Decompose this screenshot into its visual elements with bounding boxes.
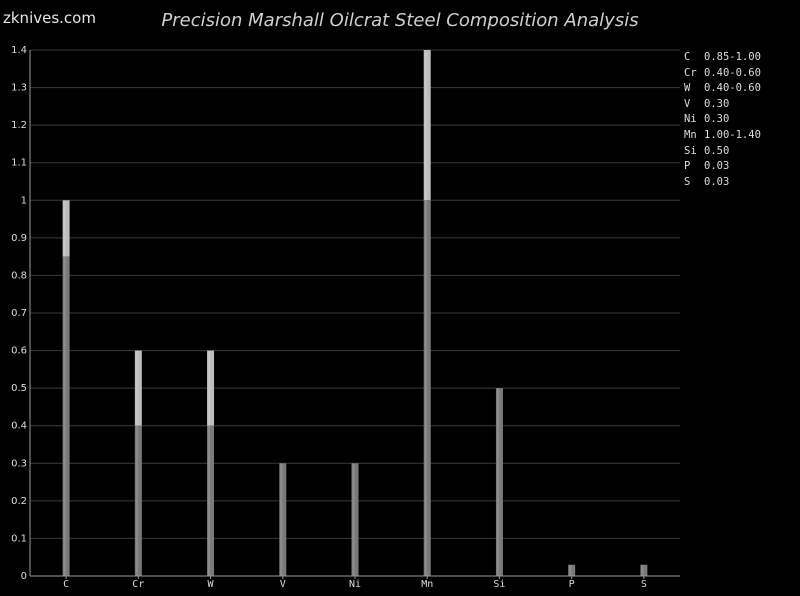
bar-highlight-v [280,463,283,576]
legend-symbol: P [684,160,691,173]
x-tick-label: Cr [132,579,144,590]
legend-symbol: Mn [684,128,697,141]
legend-symbol: Si [684,144,697,157]
bar-range-w [207,350,215,426]
bar-highlight-mn [424,50,427,576]
legend-item: Mn 1.00-1.40 [684,128,761,144]
y-tick-label: 0.7 [11,308,27,319]
y-tick-label: 0.4 [11,421,27,432]
tick-labels: 0 0.1 0.2 0.3 0.4 0.5 0.6 0.7 0.8 0.9 1 1.1 1.2 1.3 1.… [11,45,647,590]
legend-value: 0.03 [704,160,730,173]
legend-value: 0.03 [704,175,730,188]
y-tick-label: 0 [21,571,27,582]
legend-symbol: C [684,51,691,63]
x-tick-label: Si [493,579,505,590]
y-tick-label: 0.6 [11,346,27,357]
bar-highlight-cr [135,350,138,576]
bar-min-ni [351,463,359,576]
x-tick-label: Ni [349,579,361,590]
bar-min-cr [134,425,142,576]
legend-symbol: V [684,97,691,110]
y-tick-label: 1.1 [11,158,27,169]
bar-highlight-w [208,350,211,576]
y-tick-label: 0.2 [11,496,27,507]
x-tick-label: P [569,579,575,590]
legend-value: 1.00-1.40 [704,128,761,141]
legend-item: C 0.85-1.00 [684,50,761,66]
bar-highlight-s [641,564,644,576]
x-tick-label: V [280,579,286,590]
bar-min-p [568,564,576,576]
legend-item: V 0.30 [684,97,761,113]
legend-item: Ni 0.30 [684,112,761,128]
y-tick-label: 1 [21,195,27,206]
axes [29,50,680,579]
bar-range-cr [134,350,142,426]
bars [62,50,648,577]
y-tick-label: 0.3 [11,458,27,469]
legend-value: 0.40-0.60 [704,66,761,79]
legend-symbol: Cr [684,66,697,79]
legend-item: W 0.40-0.60 [684,81,761,97]
legend-symbol: W [684,82,691,95]
x-tick-label: W [208,579,215,590]
x-tick-label: S [641,579,647,590]
legend-item: Si 0.50 [684,144,761,160]
legend-item: P 0.03 [684,159,761,175]
legend-value: 0.40-0.60 [704,82,761,95]
bar-range-mn [423,50,431,201]
y-tick-label: 1.4 [11,45,27,56]
bar-range-c [62,200,70,257]
bar-min-mn [423,200,431,577]
legend: C 0.85-1.00 Cr 0.40-0.60 W 0.40-0.60 V 0.30 Ni 0.… [684,50,761,190]
legend-item: Cr 0.40-0.60 [684,66,761,82]
bar-min-c [62,256,70,576]
brand-logo[interactable]: zknives.com [3,9,96,27]
bar-min-v [279,463,287,576]
bar-min-s [640,564,648,576]
legend-value: 0.50 [704,144,730,157]
x-tick-label: C [63,579,69,590]
y-tick-label: 1.2 [11,120,27,131]
y-tick-label: 0.9 [11,233,27,244]
legend-symbol: S [684,175,691,188]
y-tick-label: 0.5 [11,383,27,394]
bar-min-si [495,388,503,576]
chart-title: Precision Marshall Oilcrat Steel Composi… [161,10,639,31]
x-tick-label: Mn [421,579,433,590]
legend-value: 0.85-1.00 [704,51,761,63]
bar-highlight-ni [352,463,355,576]
bar-highlight-si [496,388,499,576]
bar-highlight-c [63,200,66,577]
y-tick-label: 1.3 [11,83,27,94]
legend-item: S 0.03 [684,175,761,191]
y-tick-label: 0.8 [11,270,27,281]
y-tick-label: 0.1 [11,533,27,544]
bar-highlight-p [569,564,572,576]
legend-value: 0.30 [704,97,730,110]
bar-min-w [207,425,215,576]
legend-symbol: Ni [684,113,697,126]
legend-value: 0.30 [704,113,730,126]
